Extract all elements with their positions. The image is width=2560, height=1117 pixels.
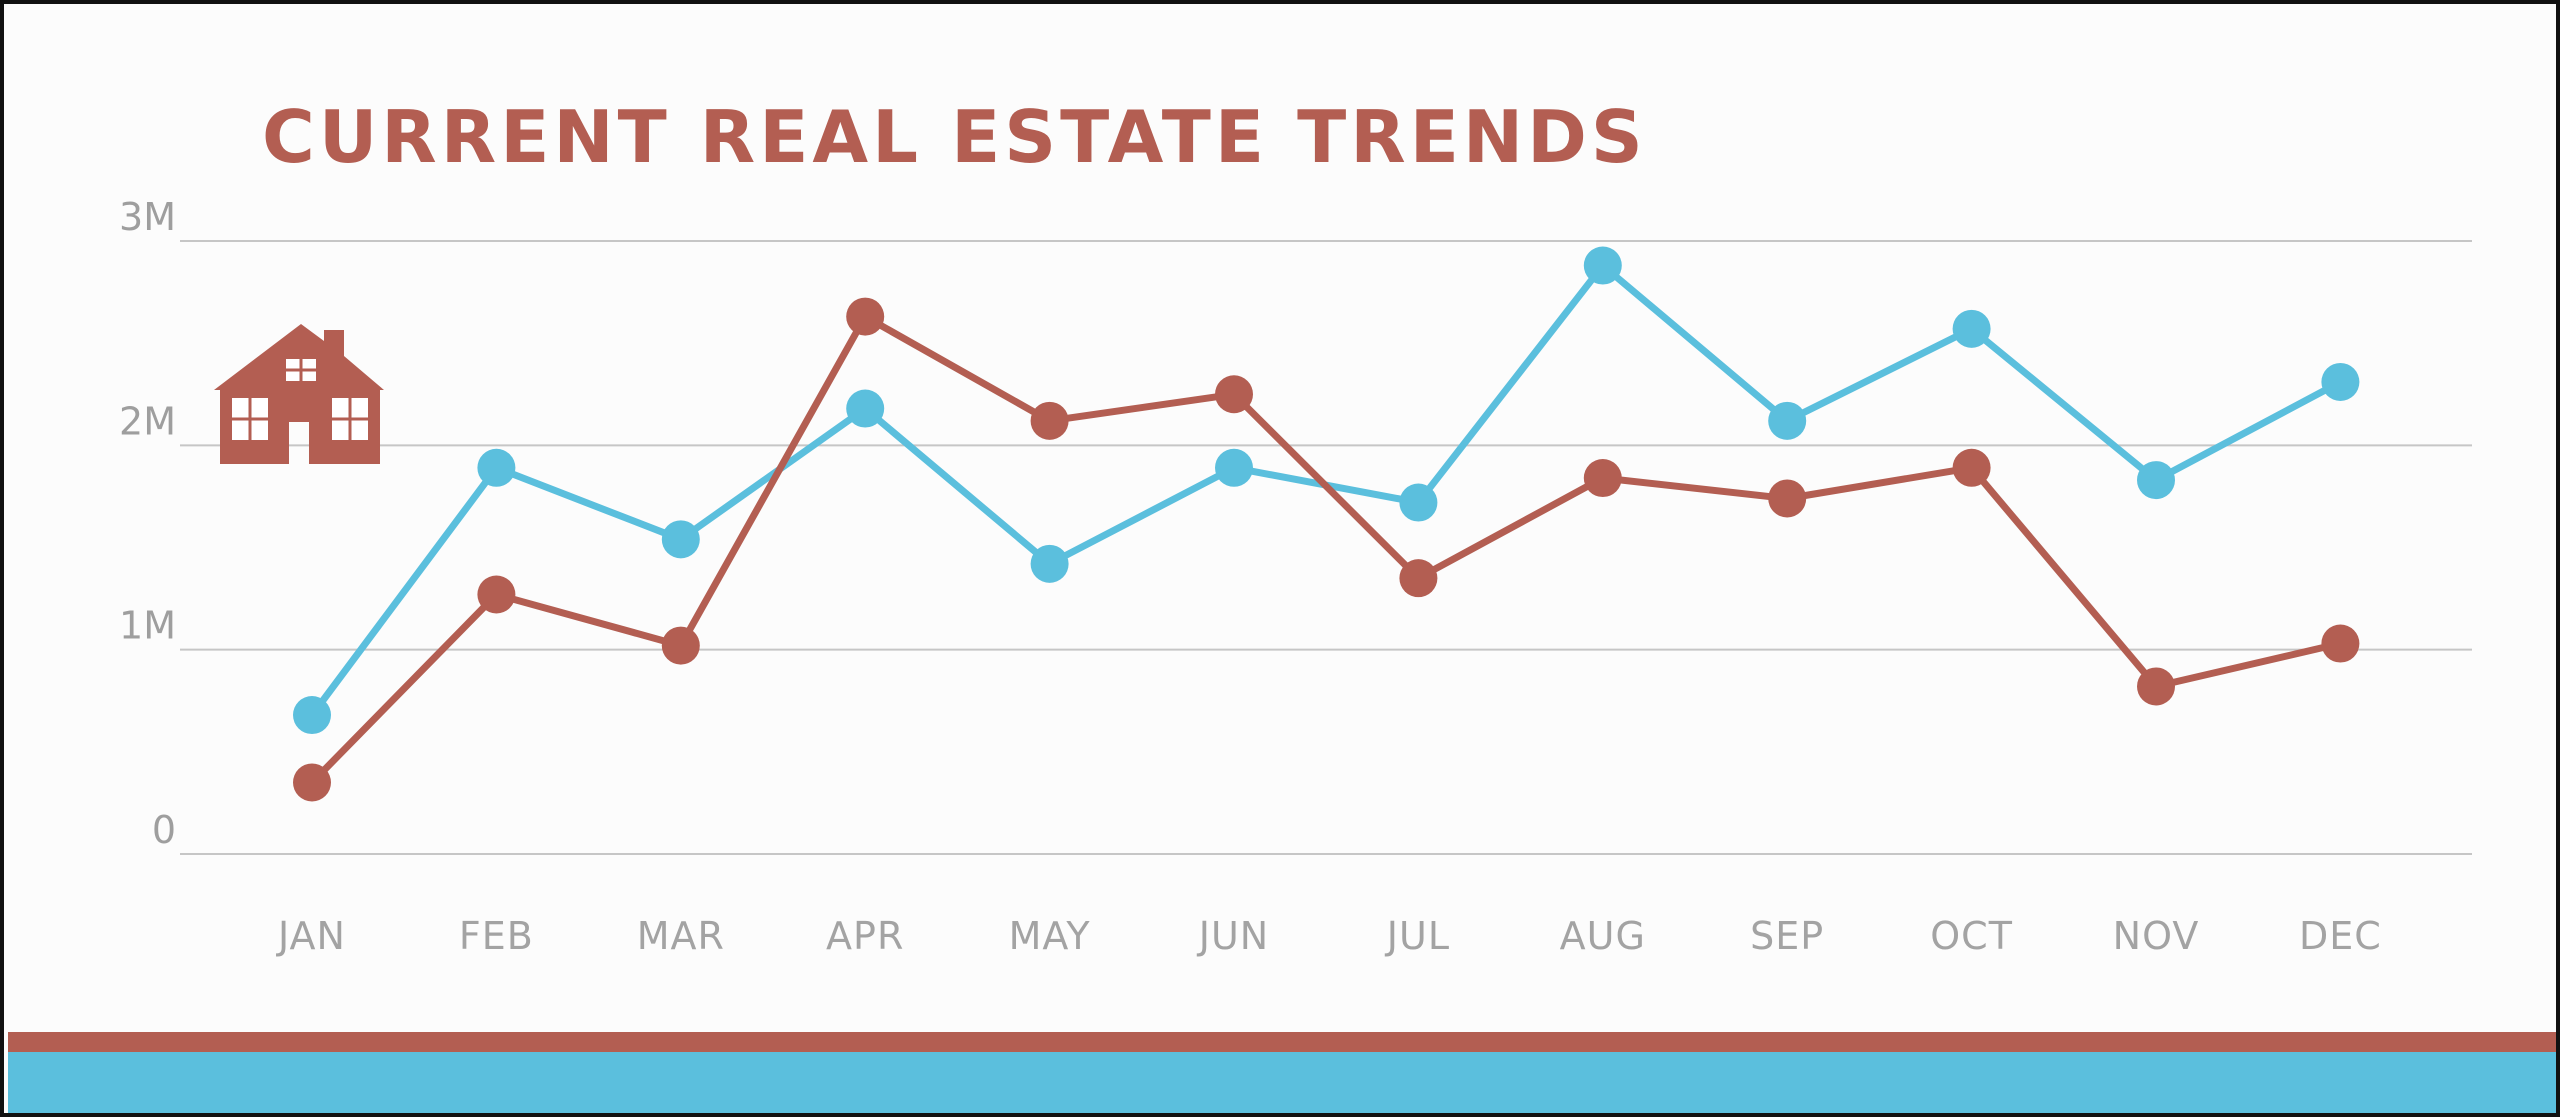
- data-point: [1952, 448, 1991, 487]
- data-point: [1030, 401, 1069, 440]
- series-lines: [293, 246, 2360, 802]
- data-point: [1952, 309, 1991, 348]
- data-point: [2321, 624, 2360, 663]
- data-point: [2137, 667, 2175, 706]
- x-tick-label: APR: [826, 914, 904, 958]
- chart-title: CURRENT REAL ESTATE TRENDS: [262, 95, 1647, 179]
- data-point: [1768, 401, 1807, 440]
- x-tick-label: MAR: [637, 914, 725, 958]
- series-2: [293, 297, 2360, 802]
- data-point: [2137, 461, 2175, 500]
- house-icon: [214, 324, 384, 464]
- data-point: [1399, 483, 1438, 522]
- y-tick-label: 0: [152, 808, 176, 852]
- y-tick-label: 2M: [119, 399, 176, 443]
- y-tick-label: 3M: [119, 195, 176, 239]
- x-tick-label: JUL: [1385, 914, 1450, 958]
- data-point: [1215, 448, 1253, 487]
- x-tick-label: AUG: [1560, 914, 1646, 958]
- y-tick-label: 1M: [119, 604, 176, 648]
- x-tick-label: JAN: [276, 914, 346, 958]
- x-tick-label: JUN: [1197, 914, 1269, 958]
- data-point: [1768, 479, 1807, 518]
- data-point: [1399, 559, 1438, 598]
- line-chart: CURRENT REAL ESTATE TRENDS 0 1M 2M 3M JAN FE…: [119, 95, 2472, 958]
- series-line: [308, 313, 2344, 786]
- x-tick-label: MAY: [1009, 914, 1091, 958]
- data-point: [1030, 544, 1069, 583]
- data-point: [477, 448, 516, 487]
- data-point: [846, 389, 885, 428]
- data-point: [661, 626, 700, 665]
- footer-band-blue: [8, 1052, 2556, 1113]
- data-point: [293, 696, 331, 735]
- x-tick-label: NOV: [2113, 914, 2200, 958]
- x-axis-ticks: JAN FEB MAR APR MAY JUN JUL AUG SEP OCT NOV DEC: [276, 914, 2382, 958]
- data-point: [661, 520, 700, 559]
- data-point: [1215, 375, 1253, 414]
- data-point: [2321, 362, 2360, 401]
- data-point: [1583, 459, 1622, 498]
- house-body-shape: [214, 324, 384, 464]
- data-point: [293, 763, 331, 802]
- y-axis-ticks: 0 1M 2M 3M: [119, 195, 176, 852]
- data-point: [846, 297, 885, 336]
- footer-band-red: [8, 1032, 2556, 1052]
- gridlines: [180, 240, 2472, 855]
- x-tick-label: SEP: [1750, 914, 1824, 958]
- x-tick-label: DEC: [2299, 914, 2382, 958]
- data-point: [477, 575, 516, 614]
- x-tick-label: FEB: [459, 914, 534, 958]
- data-point: [1583, 246, 1622, 285]
- x-tick-label: OCT: [1930, 914, 2013, 958]
